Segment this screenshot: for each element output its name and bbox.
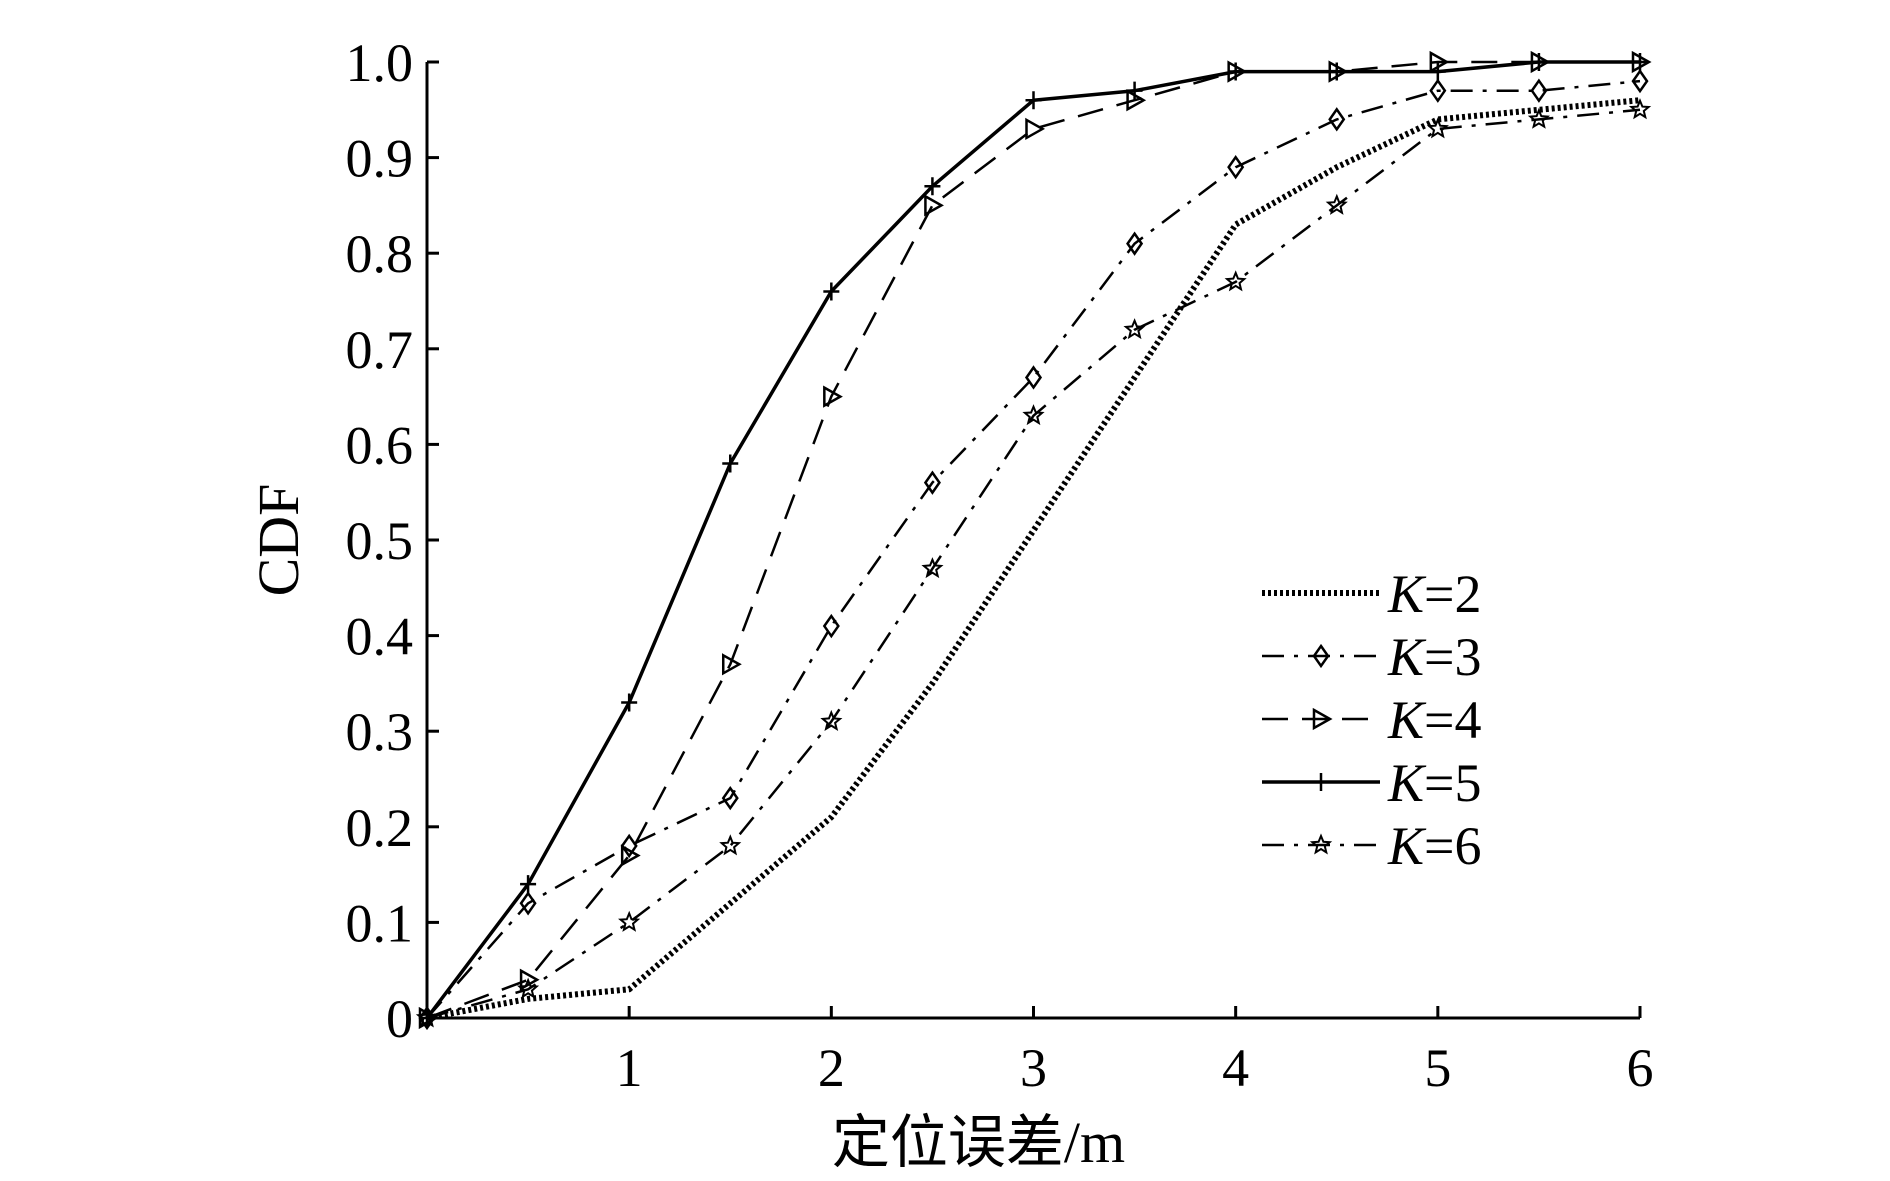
plus-marker: [823, 282, 840, 301]
star-marker: [415, 1006, 439, 1028]
y-tick-label: 0.2: [346, 798, 414, 858]
star-marker: [516, 977, 540, 999]
triangle-marker: [1025, 117, 1046, 141]
plus-marker: [1126, 81, 1143, 100]
y-tick-label: 0.8: [346, 224, 414, 284]
legend-label: K=5: [1387, 753, 1482, 813]
triangle-marker: [924, 194, 944, 217]
y-tick-label: 0.7: [346, 320, 414, 380]
series-k-6: [415, 98, 1652, 1028]
legend-label-variable: K: [1387, 627, 1427, 687]
diamond-marker: [1126, 231, 1144, 256]
plus-marker: [722, 454, 739, 473]
legend-label-variable: K: [1387, 690, 1427, 750]
triangle-marker: [823, 385, 843, 408]
diamond-marker: [519, 891, 537, 916]
legend-label-value: =6: [1424, 816, 1481, 876]
y-tick-label: 0.6: [346, 415, 414, 475]
series-k-4: [418, 50, 1652, 1030]
diamond-marker: [1530, 78, 1548, 103]
star-marker: [1426, 117, 1449, 139]
legend-label: K=4: [1387, 690, 1482, 750]
plus-marker: [1025, 91, 1042, 110]
triangle-marker: [722, 653, 742, 676]
diamond-marker: [1631, 68, 1649, 94]
legend-label-value: =2: [1424, 564, 1481, 624]
x-tick-label: 5: [1424, 1038, 1451, 1098]
legend-label: K=2: [1387, 564, 1482, 624]
plus-marker: [1632, 53, 1648, 71]
plus-marker: [1429, 62, 1446, 81]
diamond-marker: [1328, 107, 1346, 132]
series-k-5: [419, 53, 1648, 1027]
star-marker: [1325, 193, 1348, 215]
diamond-marker: [1429, 78, 1447, 103]
legend-label-value: =4: [1424, 690, 1481, 750]
legend-label-variable: K: [1387, 564, 1427, 624]
star-marker: [921, 557, 944, 579]
y-tick-label: 1.0: [346, 33, 414, 93]
star-marker: [820, 709, 843, 732]
diamond-marker: [1227, 154, 1245, 180]
triangle-marker: [1312, 707, 1333, 731]
legend-item: K=2: [1262, 564, 1482, 624]
legend-label-value: =5: [1424, 753, 1481, 813]
legend-item: K=6: [1262, 816, 1482, 876]
series-k-2: [426, 97, 1641, 1021]
series-line: [426, 97, 1641, 1021]
y-tick-label: 0.9: [346, 129, 414, 189]
plus-marker: [1530, 53, 1547, 71]
star-marker: [1224, 270, 1247, 292]
series-line: [426, 60, 1640, 1020]
diamond-marker: [822, 613, 840, 639]
legend: K=2K=3K=4K=5K=6: [1262, 564, 1482, 876]
plus-marker: [1328, 62, 1345, 81]
x-tick-label: 4: [1222, 1038, 1249, 1098]
x-axis-label: 定位误差/m: [832, 1110, 1125, 1175]
y-tick-label: 0: [386, 989, 413, 1049]
legend-label-value: =3: [1424, 627, 1481, 687]
diamond-marker: [620, 833, 638, 859]
star-marker: [1123, 318, 1146, 340]
series-group: [415, 50, 1652, 1031]
star-marker: [719, 834, 742, 856]
plus-marker: [924, 177, 941, 196]
x-tick-label: 1: [616, 1038, 643, 1098]
series-k-3: [418, 68, 1649, 1031]
legend-item: K=5: [1262, 753, 1482, 813]
x-tick-label: 2: [818, 1038, 845, 1098]
x-tick-label: 3: [1020, 1038, 1047, 1098]
legend-label: K=6: [1387, 816, 1482, 876]
plus-marker: [621, 693, 638, 712]
star-marker: [1527, 107, 1551, 129]
legend-item: K=4: [1262, 690, 1482, 750]
y-tick-label: 0.5: [346, 511, 414, 571]
ticks: 1 2 3 4 5 6 0 0.1 0.2 0.3 0.4 0.5 0.6 0.7 0.8 0.9 1.0: [346, 33, 1654, 1098]
diamond-marker: [1024, 365, 1043, 390]
plus-marker: [520, 875, 537, 894]
y-tick-label: 0.1: [346, 893, 414, 953]
star-marker: [618, 910, 641, 932]
diamond-marker: [923, 470, 941, 495]
diamond-marker: [1312, 643, 1330, 669]
y-axis-label: CDF: [246, 484, 311, 597]
diamond-marker: [721, 785, 739, 811]
legend-label-variable: K: [1387, 816, 1427, 876]
star-marker: [1022, 404, 1045, 426]
legend-label-variable: K: [1387, 753, 1427, 813]
triangle-marker: [620, 844, 641, 867]
series-line: [426, 79, 1641, 1019]
legend-item: K=3: [1262, 627, 1482, 687]
series-line: [426, 108, 1641, 1020]
plus-marker: [1227, 62, 1244, 81]
y-tick-label: 0.3: [346, 702, 414, 762]
plus-marker: [1313, 773, 1329, 791]
y-tick-label: 0.4: [346, 607, 414, 667]
legend-label: K=3: [1387, 627, 1482, 687]
x-tick-label: 6: [1627, 1038, 1654, 1098]
star-marker: [1309, 833, 1333, 855]
star-marker: [1628, 98, 1652, 120]
